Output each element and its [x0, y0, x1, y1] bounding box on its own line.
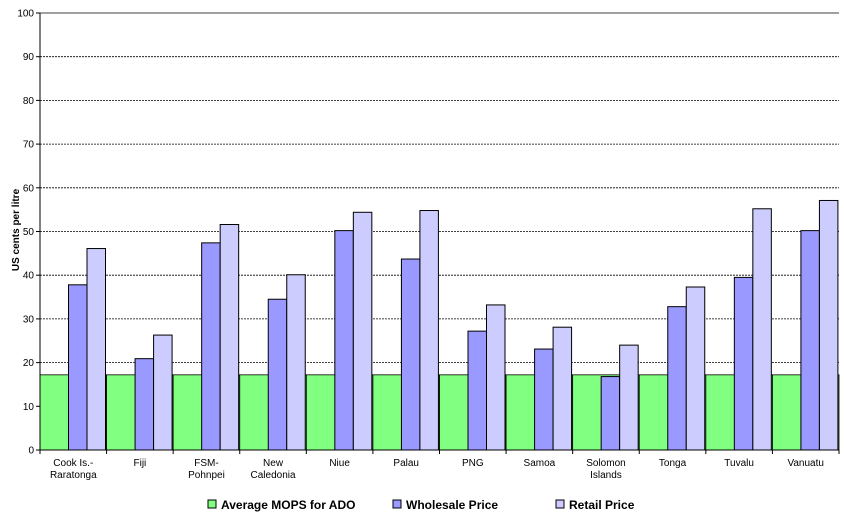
- y-axis-title: US cents per litre: [11, 188, 22, 271]
- y-tick-label: 20: [23, 358, 35, 369]
- wholesale-bar: [201, 242, 221, 451]
- x-category-label: New Caledonia: [251, 458, 296, 481]
- y-tick-labels: 0 10 20 30 40 50 60 70 80 90 100: [17, 9, 34, 457]
- wholesale-bar: [400, 258, 421, 451]
- legend-label: Wholesale Price: [406, 498, 498, 512]
- x-category-label: Samoa: [524, 458, 556, 469]
- legend-item: Retail Price: [555, 498, 635, 512]
- wholesale-bar: [134, 358, 155, 451]
- retail-bar: [619, 344, 639, 451]
- bars-layer: [68, 199, 839, 451]
- retail-bar: [219, 224, 240, 451]
- retail-bar: [352, 211, 373, 451]
- wholesale-bar: [334, 230, 354, 451]
- retail-bar: [552, 326, 573, 451]
- x-category-label: Tuvalu: [724, 458, 754, 469]
- retail-bar: [86, 248, 106, 451]
- legend-swatch: [392, 499, 402, 509]
- wholesale-bar: [667, 306, 687, 451]
- retail-bar: [486, 304, 506, 451]
- wholesale-bar: [267, 298, 288, 451]
- x-category-label: FSM-Pohnpei: [188, 458, 225, 481]
- y-tick-label: 40: [23, 271, 35, 282]
- legend-item: Average MOPS for ADO: [207, 498, 355, 512]
- y-tick-label: 70: [23, 140, 35, 151]
- y-tick-label: 90: [23, 52, 35, 63]
- x-category-label: PNG: [462, 458, 484, 469]
- retail-bar: [752, 208, 772, 451]
- x-category-label: Tonga: [659, 458, 687, 469]
- legend-label: Retail Price: [569, 498, 635, 512]
- y-tick-label: 50: [23, 227, 35, 238]
- y-tick-label: 100: [17, 9, 34, 20]
- x-category-label: Solomon Islands: [586, 458, 625, 481]
- x-category-label: Cook Is.-Raratonga: [50, 458, 97, 481]
- x-category-label: Niue: [329, 458, 350, 469]
- retail-bar: [286, 274, 306, 451]
- retail-bar: [419, 210, 439, 451]
- y-tick-label: 10: [23, 402, 35, 413]
- x-category-label: Vanuatu: [787, 458, 824, 469]
- y-tick-label: 60: [23, 183, 35, 194]
- wholesale-bar: [68, 284, 88, 451]
- axes: [36, 12, 840, 454]
- y-tick-label: 80: [23, 96, 35, 107]
- legend-label: Average MOPS for ADO: [221, 498, 355, 512]
- wholesale-bar: [800, 230, 820, 451]
- legend: Average MOPS for ADO Wholesale Price Retai…: [207, 498, 635, 512]
- wholesale-bar: [467, 330, 487, 451]
- x-category-labels: Cook Is.-Raratonga Fiji FSM-Pohnpei New Cale…: [50, 458, 824, 481]
- retail-bar: [685, 286, 706, 451]
- wholesale-bar: [600, 376, 621, 451]
- x-category-label: Palau: [393, 458, 419, 469]
- legend-swatch: [555, 499, 565, 509]
- wholesale-bar: [733, 276, 754, 451]
- wholesale-bar: [534, 348, 554, 451]
- y-tick-label: 30: [23, 314, 35, 325]
- retail-bar: [153, 334, 173, 451]
- retail-bar: [818, 199, 839, 451]
- gridlines: [40, 12, 839, 407]
- y-tick-label: 0: [28, 446, 34, 457]
- legend-item: Wholesale Price: [392, 498, 498, 512]
- legend-swatch: [207, 499, 217, 509]
- x-category-label: Fiji: [133, 458, 146, 469]
